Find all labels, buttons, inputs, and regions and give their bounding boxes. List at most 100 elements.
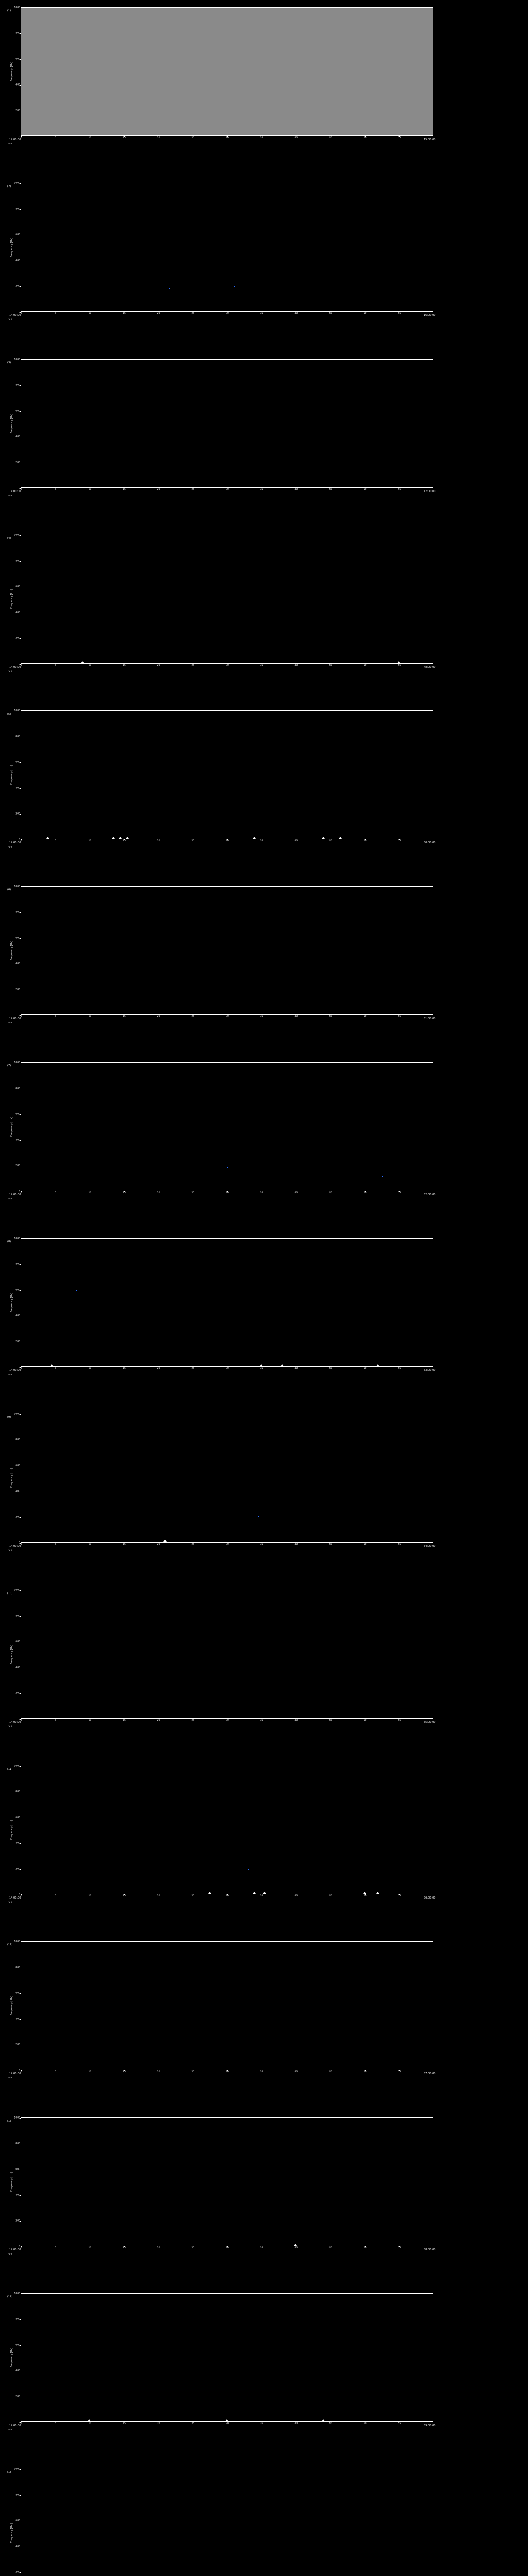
y-tick-label: 1000 [14, 1413, 20, 1416]
x-tick-label: 55 [398, 312, 401, 315]
x-tick-label: 5 [55, 1015, 57, 1018]
x-tick-label: 45 [329, 1192, 332, 1194]
y-tick-label: 200 [15, 2043, 20, 2046]
x-tick-mark [227, 2421, 228, 2422]
y-axis-label: Frequency [Hz] [10, 765, 13, 785]
x-tick-label: 55 [398, 1719, 401, 1722]
event-marker-icon [376, 1892, 380, 1894]
y-tick-label: 200 [15, 1868, 20, 1871]
x-tick-mark [227, 839, 228, 840]
spectrogram-panel: (1) Frequency [Hz] 0 200 400 600 800 1000 0 5 10 15… [0, 0, 528, 176]
x-tick-mark [21, 1191, 22, 1192]
x-tick-label: 45 [329, 2071, 332, 2073]
y-tick-label: 400 [15, 83, 20, 87]
y-tick-label: 0 [19, 1190, 20, 1193]
y-axis-label: Frequency [Hz] [10, 1293, 13, 1312]
x-tick-mark [365, 2421, 366, 2422]
x-tick-mark [399, 1014, 400, 1015]
y-tick-label: 600 [15, 2344, 20, 2347]
x-tick-mark [21, 839, 22, 840]
x-tick-label: 40 [294, 1895, 298, 1897]
end-timecode: 56:00:00 [424, 1896, 436, 1900]
y-tick-mark [20, 1543, 21, 1544]
y-tick-label: 1000 [14, 2468, 20, 2471]
x-tick-label: 20 [157, 1719, 160, 1722]
x-tick-label: 50 [363, 137, 367, 139]
x-tick-mark [399, 839, 400, 840]
y-axis-label: Frequency [Hz] [10, 2172, 13, 2192]
x-tick-label: 10 [88, 2247, 92, 2249]
x-tick-label: 5 [55, 664, 57, 667]
x-tick-label: 35 [260, 1367, 263, 1370]
event-marker-icon [50, 1364, 53, 1366]
x-tick-label: 50 [363, 2247, 367, 2249]
waveform-icon: ∿∿ [8, 1197, 13, 1200]
y-tick-label: 800 [15, 2494, 20, 2497]
y-tick-label: 0 [19, 311, 20, 314]
x-tick-mark [21, 2246, 22, 2247]
x-tick-mark [21, 663, 22, 664]
x-tick-label: 50 [363, 1192, 367, 1194]
x-tick-label: 15 [123, 664, 126, 667]
y-tick-label: 800 [15, 1615, 20, 1618]
x-tick-mark [21, 1894, 22, 1895]
y-tick-label: 0 [19, 1014, 20, 1017]
x-tick-label: 35 [260, 1543, 263, 1546]
y-tick-label: 600 [15, 58, 20, 61]
x-tick-mark [124, 1014, 125, 1015]
x-tick-label: 20 [157, 1543, 160, 1546]
y-tick-mark [20, 814, 21, 815]
x-tick-mark [399, 1718, 400, 1719]
y-tick-label: 0 [19, 1366, 20, 1369]
x-tick-label: 35 [260, 1719, 263, 1722]
panel-index-label: (10) [7, 1592, 13, 1595]
x-tick-mark [365, 1894, 366, 1895]
x-tick-label: 25 [191, 664, 195, 667]
x-tick-mark [124, 1718, 125, 1719]
event-marker-icon [321, 837, 325, 839]
x-tick-label: 10 [88, 312, 92, 315]
x-tick-mark [399, 1542, 400, 1543]
y-tick-label: 600 [15, 1992, 20, 1995]
x-tick-label: 25 [191, 2071, 195, 2073]
y-tick-label: 1000 [14, 1940, 20, 1943]
y-tick-label: 0 [19, 1541, 20, 1545]
x-tick-label: 35 [260, 2247, 263, 2249]
x-tick-mark [365, 663, 366, 664]
waveform-icon: ∿∿ [8, 1373, 13, 1376]
panel-index-label: (1) [7, 9, 11, 12]
y-tick-label: 200 [15, 1692, 20, 1695]
x-tick-label: 50 [363, 2422, 367, 2425]
x-tick-mark [21, 1542, 22, 1543]
x-tick-mark [124, 2246, 125, 2247]
event-marker-icon [376, 1364, 380, 1366]
x-tick-label: 55 [398, 1543, 401, 1546]
y-tick-label: 0 [19, 487, 20, 490]
x-tick-label: 10 [88, 1543, 92, 1546]
y-tick-label: 800 [15, 32, 20, 35]
x-tick-label: 10 [88, 840, 92, 842]
waveform-icon: ∿∿ [8, 845, 13, 849]
x-tick-label: 45 [329, 1895, 332, 1897]
event-marker-icon [208, 1892, 211, 1894]
x-tick-label: 10 [88, 1192, 92, 1194]
end-timecode: 59:00:00 [424, 2424, 436, 2427]
y-tick-mark [20, 2118, 21, 2119]
waveform-icon: ∿∿ [8, 1549, 13, 1552]
start-timecode: 14:00:00 [9, 2248, 21, 2251]
event-marker-icon [112, 837, 115, 839]
y-tick-label: 0 [19, 1718, 20, 1721]
y-axis-label: Frequency [Hz] [10, 1996, 13, 2015]
x-tick-label: 40 [294, 840, 298, 842]
x-tick-label: 55 [398, 2422, 401, 2425]
event-marker-icon [397, 661, 401, 663]
spectrogram-panel: (6) Frequency [Hz] 0 200 400 600 800 1000 0 5 10 15… [0, 879, 528, 1055]
y-axis-label: Frequency [Hz] [10, 1820, 13, 1840]
y-tick-mark [20, 2572, 21, 2573]
x-tick-mark [21, 2421, 22, 2422]
y-tick-label: 200 [15, 461, 20, 464]
